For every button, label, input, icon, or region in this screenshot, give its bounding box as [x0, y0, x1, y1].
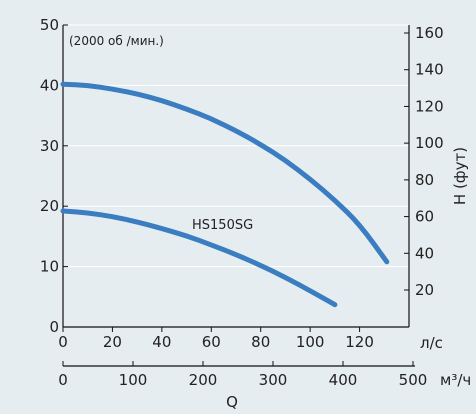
right-axis-label: H (фут)	[451, 147, 469, 205]
x-axis-label: Q	[226, 393, 238, 411]
left-tick-label-30: 30	[40, 137, 59, 155]
x2-tick-label-100: 100	[119, 371, 148, 389]
x-tick-label-0: 0	[58, 333, 68, 351]
x2-tick-label-500: 500	[399, 371, 428, 389]
x-unit-primary: л/с	[420, 334, 443, 352]
left-tick-label-20: 20	[40, 197, 59, 215]
x-tick-label-120: 120	[345, 333, 374, 351]
series-line-1	[60, 81, 390, 265]
speed-annotation: (2000 об /мин.)	[69, 34, 164, 48]
series-label-hs150sg: HS150SG	[192, 218, 253, 233]
gridlines	[63, 24, 409, 268]
left-tick-label-10: 10	[40, 258, 59, 276]
right-tick-label-20: 20	[415, 281, 434, 299]
axes	[62, 24, 415, 367]
x-tick-label-80: 80	[251, 333, 270, 351]
right-tick-label-40: 40	[415, 244, 434, 262]
x-tick-label-60: 60	[202, 333, 221, 351]
right-tick-label-100: 100	[415, 134, 444, 152]
x2-tick-label-300: 300	[259, 371, 288, 389]
right-tick-label-160: 160	[415, 24, 444, 42]
left-tick-label-50: 50	[40, 16, 59, 34]
left-tick-label-0: 0	[49, 318, 59, 336]
x2-tick-label-200: 200	[189, 371, 218, 389]
right-tick-label-140: 140	[415, 61, 444, 79]
right-tick-label-80: 80	[415, 171, 434, 189]
series-line-2	[60, 208, 338, 308]
x2-tick-label-400: 400	[329, 371, 358, 389]
x-tick-label-20: 20	[103, 333, 122, 351]
x2-tick-label-0: 0	[58, 371, 68, 389]
x-tick-label-100: 100	[296, 333, 325, 351]
right-tick-label-120: 120	[415, 97, 444, 115]
x-tick-label-40: 40	[152, 333, 171, 351]
x-unit-secondary: м³/ч	[440, 371, 471, 389]
tick-labels: 0 10 20 30 40 50 20 40 60 80 100 120 140 160 0 20 40 60 80…	[40, 16, 444, 389]
series-lines	[60, 81, 390, 308]
right-tick-label-60: 60	[415, 208, 434, 226]
left-tick-label-40: 40	[40, 76, 59, 94]
